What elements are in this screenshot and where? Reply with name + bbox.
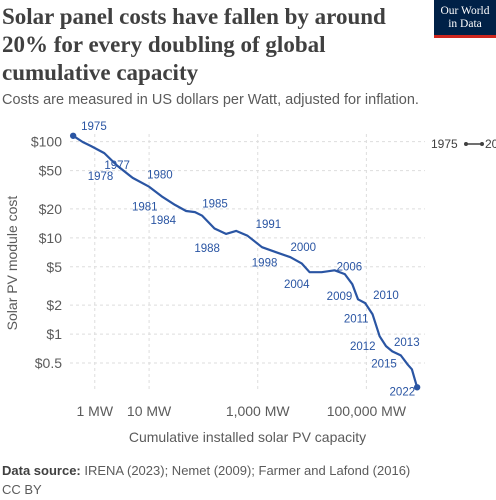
timeline-end-handle[interactable] xyxy=(480,142,484,146)
point-year-label: 1985 xyxy=(202,199,228,211)
chart-area: $100 $50 $20 $10 $5 $2 $1 $0.5 1 MW 10 MW 1,000 MW… xyxy=(4,121,496,445)
point-year-label: 2006 xyxy=(337,261,363,273)
y-tick-label: $1 xyxy=(46,326,62,342)
point-year-label: 1991 xyxy=(256,219,282,231)
y-tick-label: $20 xyxy=(39,201,63,217)
point-year-label: 2010 xyxy=(373,290,399,302)
owid-logo[interactable]: Our World in Data xyxy=(434,0,496,38)
y-tick-label: $50 xyxy=(39,163,63,179)
point-year-label: 2015 xyxy=(371,358,397,370)
axes: $100 $50 $20 $10 $5 $2 $1 $0.5 1 MW 10 MW 1,000 MW… xyxy=(4,134,407,445)
timeline-start-label: 1975 xyxy=(431,137,458,151)
chart-subtitle: Costs are measured in US dollars per Wat… xyxy=(2,92,419,108)
chart-footer: Data source: IRENA (2023); Nemet (2009);… xyxy=(2,461,410,499)
point-year-label: 1977 xyxy=(104,160,130,172)
point-year-label: 2022 xyxy=(390,386,416,398)
chart-title: Solar panel costs have fallen by around … xyxy=(2,4,386,85)
point-year-label: 1981 xyxy=(132,201,158,213)
series-layer xyxy=(69,132,421,391)
y-tick-label: $5 xyxy=(46,259,62,275)
data-source-label: Data source: xyxy=(2,463,81,478)
point-year-label: 2012 xyxy=(350,341,376,353)
point-year-label: 1998 xyxy=(252,258,278,270)
x-tick-label: 1,000 MW xyxy=(226,403,291,419)
timeline-start-handle[interactable] xyxy=(464,142,468,146)
cost-series-line[interactable] xyxy=(72,134,419,388)
point-year-label: 2009 xyxy=(327,291,353,303)
point-year-label: 1978 xyxy=(88,171,114,183)
gridlines xyxy=(70,134,425,392)
timeline-control[interactable]: 1975 20 xyxy=(431,137,496,151)
point-year-label: 1980 xyxy=(147,170,173,182)
point-year-label: 1975 xyxy=(81,121,107,133)
point-year-label: 1988 xyxy=(194,243,220,255)
y-axis-label: Solar PV module cost xyxy=(4,196,20,331)
y-tick-label: $100 xyxy=(31,134,62,150)
logo-line-1: Our World xyxy=(440,4,490,17)
series-start-point[interactable] xyxy=(69,132,77,139)
y-tick-label: $0.5 xyxy=(35,355,62,371)
logo-line-2: in Data xyxy=(448,17,482,30)
point-year-label: 2013 xyxy=(394,337,420,349)
x-axis-label: Cumulative installed solar PV capacity xyxy=(129,429,366,445)
x-tick-label: 100,000 MW xyxy=(327,403,407,419)
data-source-text[interactable]: IRENA (2023); Nemet (2009); Farmer and L… xyxy=(84,463,411,478)
y-tick-label: $2 xyxy=(46,297,62,313)
data-source-line: Data source: IRENA (2023); Nemet (2009);… xyxy=(2,461,410,480)
license-text[interactable]: CC BY xyxy=(2,482,42,497)
x-tick-label: 1 MW xyxy=(76,403,113,419)
point-year-label: 2011 xyxy=(344,313,369,325)
series-end-point[interactable] xyxy=(413,384,421,391)
timeline-end-label: 20 xyxy=(485,137,496,151)
point-year-label: 2000 xyxy=(290,242,316,254)
point-year-label: 2004 xyxy=(284,279,310,291)
y-tick-label: $10 xyxy=(39,230,63,246)
point-year-label: 1984 xyxy=(151,215,177,227)
x-tick-label: 10 MW xyxy=(127,403,172,419)
